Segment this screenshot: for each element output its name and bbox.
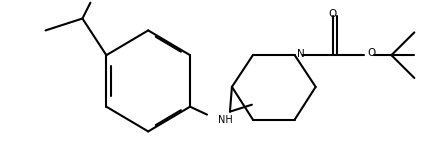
- Text: NH: NH: [218, 115, 233, 125]
- Text: O: O: [368, 48, 376, 58]
- Text: N: N: [297, 49, 304, 59]
- Text: O: O: [329, 9, 337, 19]
